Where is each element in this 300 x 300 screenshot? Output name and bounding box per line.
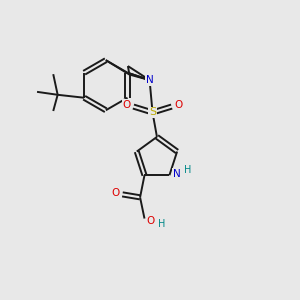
Text: N: N [173, 169, 181, 179]
Text: H: H [184, 165, 191, 175]
Text: O: O [123, 100, 131, 110]
Text: S: S [149, 107, 156, 118]
Text: N: N [146, 75, 154, 85]
Text: O: O [174, 100, 182, 110]
Text: O: O [147, 216, 155, 226]
Text: H: H [158, 219, 166, 229]
Text: O: O [112, 188, 120, 198]
